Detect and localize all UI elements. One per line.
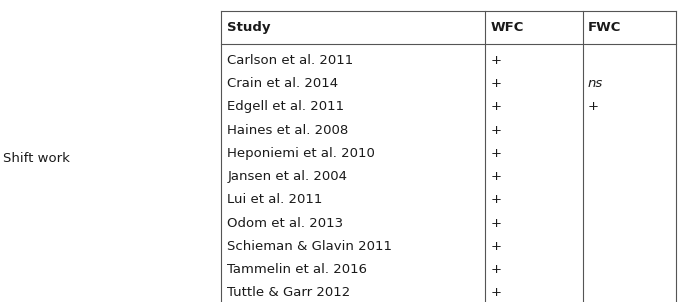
- Text: Carlson et al. 2011: Carlson et al. 2011: [227, 54, 354, 67]
- Text: Study: Study: [227, 21, 271, 34]
- Text: Schieman & Glavin 2011: Schieman & Glavin 2011: [227, 240, 392, 253]
- Text: +: +: [490, 240, 501, 253]
- Text: +: +: [490, 54, 501, 67]
- Text: +: +: [587, 100, 598, 114]
- Text: +: +: [490, 124, 501, 137]
- Text: ns: ns: [587, 77, 602, 90]
- Text: Tuttle & Garr 2012: Tuttle & Garr 2012: [227, 286, 351, 300]
- Text: +: +: [490, 77, 501, 90]
- Text: +: +: [490, 263, 501, 276]
- Text: FWC: FWC: [587, 21, 621, 34]
- Text: Jansen et al. 2004: Jansen et al. 2004: [227, 170, 348, 183]
- Text: Tammelin et al. 2016: Tammelin et al. 2016: [227, 263, 367, 276]
- Text: +: +: [490, 147, 501, 160]
- Text: WFC: WFC: [490, 21, 524, 34]
- Text: +: +: [490, 286, 501, 300]
- Text: Odom et al. 2013: Odom et al. 2013: [227, 217, 344, 230]
- Text: Heponiemi et al. 2010: Heponiemi et al. 2010: [227, 147, 375, 160]
- Text: +: +: [490, 193, 501, 207]
- Text: Haines et al. 2008: Haines et al. 2008: [227, 124, 349, 137]
- Text: Lui et al. 2011: Lui et al. 2011: [227, 193, 323, 207]
- Text: Crain et al. 2014: Crain et al. 2014: [227, 77, 339, 90]
- Text: +: +: [490, 217, 501, 230]
- Text: Edgell et al. 2011: Edgell et al. 2011: [227, 100, 344, 114]
- Text: +: +: [490, 170, 501, 183]
- Text: +: +: [490, 100, 501, 114]
- Text: Shift work: Shift work: [3, 152, 70, 165]
